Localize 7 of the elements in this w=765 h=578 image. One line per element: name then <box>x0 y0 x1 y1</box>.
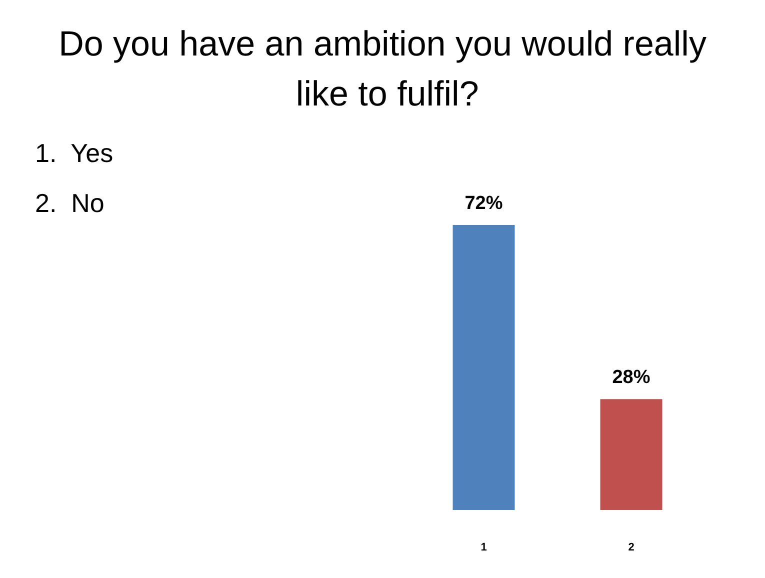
text: 1. Yes <box>35 138 114 168</box>
text: 2. No <box>35 188 104 218</box>
x-tick-label: 1 <box>480 542 487 554</box>
chart-title: Do you have an ambition you would really like to fulfil? <box>58 24 707 114</box>
data-label: 28% <box>612 367 650 388</box>
data-label: 72% <box>464 193 503 214</box>
x-tick-label: 2 <box>628 542 634 554</box>
